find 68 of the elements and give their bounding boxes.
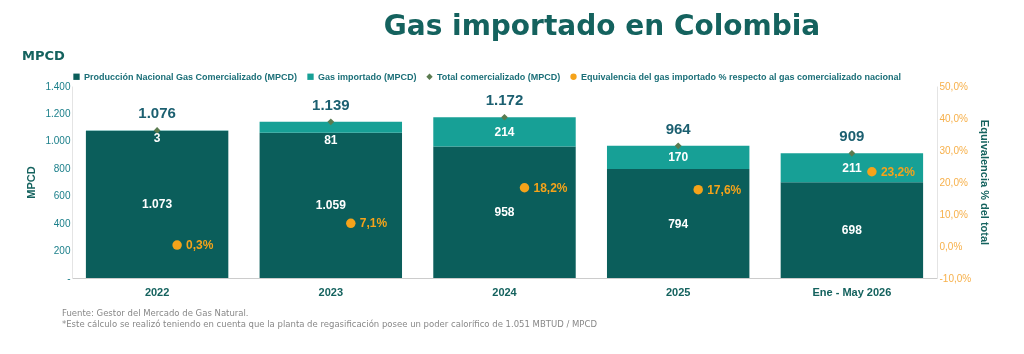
x-tick-label: 2023 bbox=[318, 285, 344, 298]
x-tick-label: 2022 bbox=[144, 285, 170, 298]
point bbox=[501, 113, 508, 121]
y2-tick-label: 50,0% bbox=[939, 80, 968, 92]
y-tick-label: 200 bbox=[53, 245, 71, 257]
data-label: 214 bbox=[494, 124, 515, 139]
y2-tick-label: 20,0% bbox=[939, 176, 968, 188]
y2-tick-label: 10,0% bbox=[939, 208, 968, 220]
y-axis-title: MPCD bbox=[25, 166, 38, 199]
data-label: 1.059 bbox=[315, 198, 347, 213]
bar bbox=[433, 117, 576, 147]
y-tick-label: 1.400 bbox=[45, 80, 71, 92]
legend-label: Producción Nacional Gas Comercializado (MPCD) bbox=[84, 71, 298, 82]
point bbox=[346, 218, 356, 229]
data-label: 1.139 bbox=[312, 95, 350, 113]
bar bbox=[780, 182, 924, 278]
data-label: 0,3% bbox=[186, 238, 214, 253]
data-label: 7,1% bbox=[359, 216, 388, 231]
point bbox=[693, 184, 703, 195]
legend-label: Equivalencia del gas importado % respecto al gas comercializado nacional bbox=[581, 71, 902, 82]
y2-tick-label: 30,0% bbox=[939, 144, 968, 156]
data-label: 964 bbox=[665, 119, 692, 137]
y2-axis-title: Equivalencia % del total bbox=[979, 119, 992, 246]
bar bbox=[433, 146, 576, 278]
y-tick-label: 600 bbox=[53, 190, 71, 202]
point bbox=[519, 183, 530, 193]
y-tick-label: 1.000 bbox=[45, 135, 71, 147]
legend-label: Total comercializado (MPCD) bbox=[437, 71, 561, 82]
x-tick-label: Ene - May 2026 bbox=[812, 285, 892, 298]
data-label: 1.076 bbox=[138, 104, 176, 122]
y-tick-label: 800 bbox=[53, 162, 71, 174]
bar bbox=[259, 121, 403, 133]
data-label: 958 bbox=[494, 205, 515, 220]
x-tick-label: 2024 bbox=[492, 285, 518, 298]
data-label: 23,2% bbox=[880, 164, 916, 179]
data-label: 211 bbox=[842, 160, 862, 175]
y2-tick-label: 40,0% bbox=[939, 112, 968, 124]
point bbox=[172, 240, 182, 250]
chart-subtitle: MPCD bbox=[21, 48, 66, 64]
y-tick-label: 1.200 bbox=[45, 107, 71, 119]
point bbox=[674, 142, 682, 150]
bar bbox=[780, 153, 924, 183]
data-label: 170 bbox=[668, 150, 689, 165]
point bbox=[848, 149, 856, 157]
data-label: 18,2% bbox=[533, 180, 568, 195]
chart-title: Gas importado en Colombia bbox=[382, 8, 822, 44]
data-label: 698 bbox=[841, 223, 863, 238]
y2-tick-label: 0,0% bbox=[939, 240, 963, 252]
y2-tick-label: -10,0% bbox=[939, 272, 972, 284]
bar bbox=[606, 169, 750, 278]
x-tick-label: 2025 bbox=[665, 285, 691, 298]
data-label: 3 bbox=[153, 130, 161, 145]
data-label: 17,6% bbox=[707, 182, 742, 197]
legend-label: Gas importado (MPCD) bbox=[318, 71, 417, 82]
bar bbox=[606, 145, 750, 170]
data-label: 1.172 bbox=[485, 91, 524, 109]
point bbox=[867, 167, 877, 177]
data-label: 1.073 bbox=[142, 197, 173, 212]
text: *Este cálculo se realizó teniendo en cuenta que la planta de regasificación posee un poder calorífico de 1.051 MBTUD / MPCD bbox=[62, 319, 598, 330]
y-tick-label: 400 bbox=[53, 217, 71, 229]
source-note: Fuente: Gestor del Mercado de Gas Natural. bbox=[62, 308, 250, 319]
data-label: 81 bbox=[324, 132, 338, 147]
data-label: 794 bbox=[668, 216, 689, 231]
point bbox=[327, 118, 335, 126]
bar bbox=[259, 132, 403, 278]
data-label: 909 bbox=[839, 127, 865, 145]
bar bbox=[85, 130, 229, 278]
y-tick-label: - bbox=[67, 272, 71, 284]
